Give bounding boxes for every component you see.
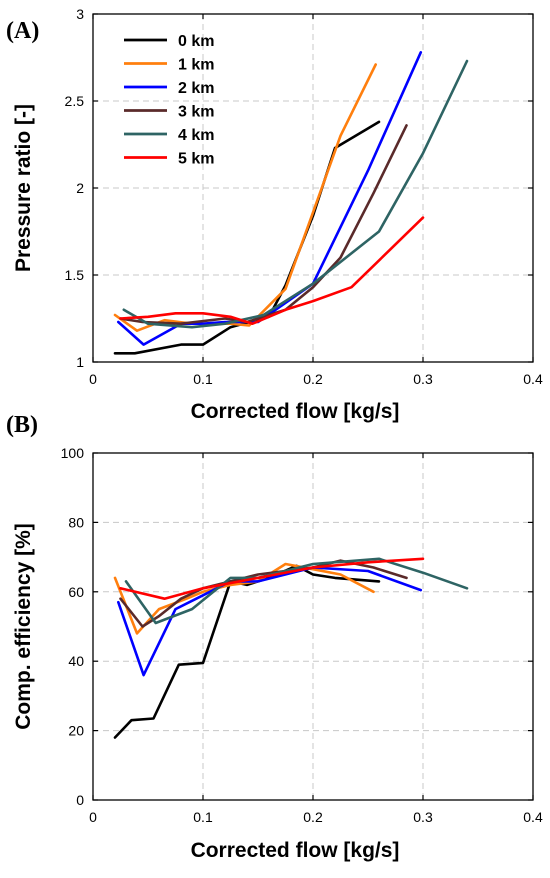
series-line-1-km xyxy=(113,562,375,635)
x-tick-label: 0.3 xyxy=(413,371,433,387)
x-tick-label: 0 xyxy=(89,809,97,825)
chart-panel-b: 0 0.1 0.2 0.3 0.4 0 20 40 60 80 100 Corrected flow … xyxy=(6,412,543,862)
series-line-5-km xyxy=(119,557,425,601)
legend-label: 4 km xyxy=(178,127,214,144)
series-line-2-km xyxy=(117,50,423,346)
x-tick-label: 0.4 xyxy=(523,809,543,825)
y-tick-label: 3 xyxy=(76,6,84,22)
legend-label: 2 km xyxy=(178,80,214,97)
series-line-4-km xyxy=(122,59,469,329)
x-tick-label: 0.1 xyxy=(193,371,213,387)
x-tick-label: 0.3 xyxy=(413,809,433,825)
x-axis-title: Corrected flow [kg/s] xyxy=(191,400,400,423)
y-tick-label: 2 xyxy=(76,180,84,196)
y-tick-label: 60 xyxy=(68,584,84,600)
legend-label: 0 km xyxy=(178,33,214,50)
y-tick-label: 100 xyxy=(61,445,85,461)
legend: 0 km 1 km 2 km 3 km 4 km 5 km xyxy=(124,33,214,168)
x-tick-label: 0.2 xyxy=(303,809,323,825)
x-tick-label: 0 xyxy=(89,371,97,387)
legend-label: 1 km xyxy=(178,57,214,74)
y-tick-label: 1 xyxy=(76,354,84,370)
x-tick-label: 0.2 xyxy=(303,371,323,387)
x-axis-title: Corrected flow [kg/s] xyxy=(191,839,400,862)
chart-panel-a: 0 0.1 0.2 0.3 0.4 1 1.5 2 2.5 3 Corrected flow [kg… xyxy=(6,6,543,423)
y-tick-label: 40 xyxy=(68,653,84,669)
y-tick-label: 20 xyxy=(68,723,84,739)
y-tick-label: 2.5 xyxy=(65,93,85,109)
y-tick-label: 80 xyxy=(68,514,84,530)
y-axis-title: Comp. efficiency [%] xyxy=(12,523,35,730)
y-tick-label: 1.5 xyxy=(65,267,85,283)
panel-label: (B) xyxy=(6,412,38,438)
legend-label: 5 km xyxy=(178,151,214,168)
legend-label: 3 km xyxy=(178,104,214,121)
series-line-5-km xyxy=(119,216,425,326)
series-line-3-km xyxy=(119,124,408,326)
x-tick-label: 0.1 xyxy=(193,809,213,825)
series-line-4-km xyxy=(124,557,469,625)
panel-label: (A) xyxy=(6,18,39,44)
series-line-1-km xyxy=(113,63,378,333)
y-tick-label: 0 xyxy=(76,792,84,808)
y-axis-title: Pressure ratio [-] xyxy=(12,104,35,272)
x-tick-label: 0.4 xyxy=(523,371,543,387)
